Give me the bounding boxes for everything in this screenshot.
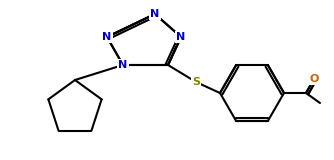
Text: N: N [176,32,186,42]
Text: N: N [118,60,128,70]
Text: N: N [150,9,160,19]
Text: N: N [103,32,112,42]
Text: S: S [192,77,200,87]
Text: O: O [309,74,319,84]
